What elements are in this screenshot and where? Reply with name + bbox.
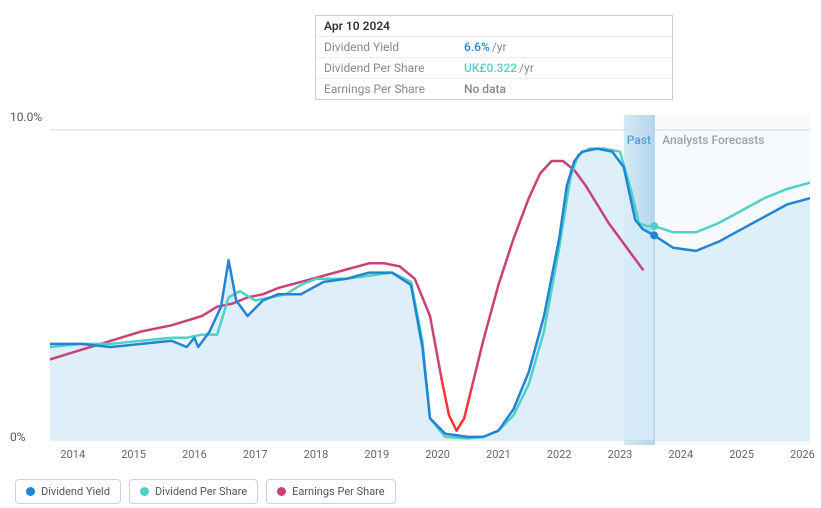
x-axis-tick: 2026 <box>790 448 815 461</box>
y-axis-min: 0% <box>10 430 26 444</box>
x-axis-tick: 2020 <box>425 448 450 461</box>
tooltip-date: Apr 10 2024 <box>324 19 390 33</box>
legend-earnings-per-share[interactable]: Earnings Per Share <box>266 479 396 504</box>
legend-dividend-yield[interactable]: Dividend Yield <box>15 479 121 504</box>
x-axis-tick: 2024 <box>668 448 693 461</box>
x-axis-tick: 2025 <box>729 448 754 461</box>
chart-legend: Dividend Yield Dividend Per Share Earnin… <box>15 479 396 504</box>
legend-dividend-per-share[interactable]: Dividend Per Share <box>129 479 258 504</box>
y-axis-max: 10.0% <box>10 110 42 124</box>
tooltip-value-eps: No data <box>464 82 506 96</box>
past-label: Past <box>627 133 651 147</box>
tooltip-row-yield: Dividend Yield 6.6%/yr <box>316 37 672 58</box>
x-axis-tick: 2017 <box>243 448 268 461</box>
chart-plot-area[interactable]: Past Analysts Forecasts <box>50 115 810 445</box>
x-axis-tick: 2023 <box>608 448 633 461</box>
chart-svg <box>50 115 810 445</box>
legend-dot-icon <box>277 487 286 496</box>
chart-tooltip: Apr 10 2024 Dividend Yield 6.6%/yr Divid… <box>315 15 673 100</box>
chart-container: Apr 10 2024 Dividend Yield 6.6%/yr Divid… <box>0 0 821 508</box>
x-axis-tick: 2021 <box>486 448 511 461</box>
tooltip-row-eps: Earnings Per Share No data <box>316 79 672 99</box>
forecast-label: Analysts Forecasts <box>662 133 764 147</box>
tooltip-value-dps: UK£0.322 <box>464 61 517 75</box>
x-axis-tick: 2019 <box>364 448 389 461</box>
tooltip-row-dps: Dividend Per Share UK£0.322/yr <box>316 58 672 79</box>
tooltip-value-yield: 6.6% <box>464 40 490 54</box>
legend-dot-icon <box>140 487 149 496</box>
x-axis-tick: 2015 <box>121 448 146 461</box>
x-axis-tick: 2014 <box>60 448 85 461</box>
x-axis-tick: 2022 <box>547 448 572 461</box>
legend-dot-icon <box>26 487 35 496</box>
x-axis-tick: 2018 <box>304 448 329 461</box>
x-axis-tick: 2016 <box>182 448 207 461</box>
